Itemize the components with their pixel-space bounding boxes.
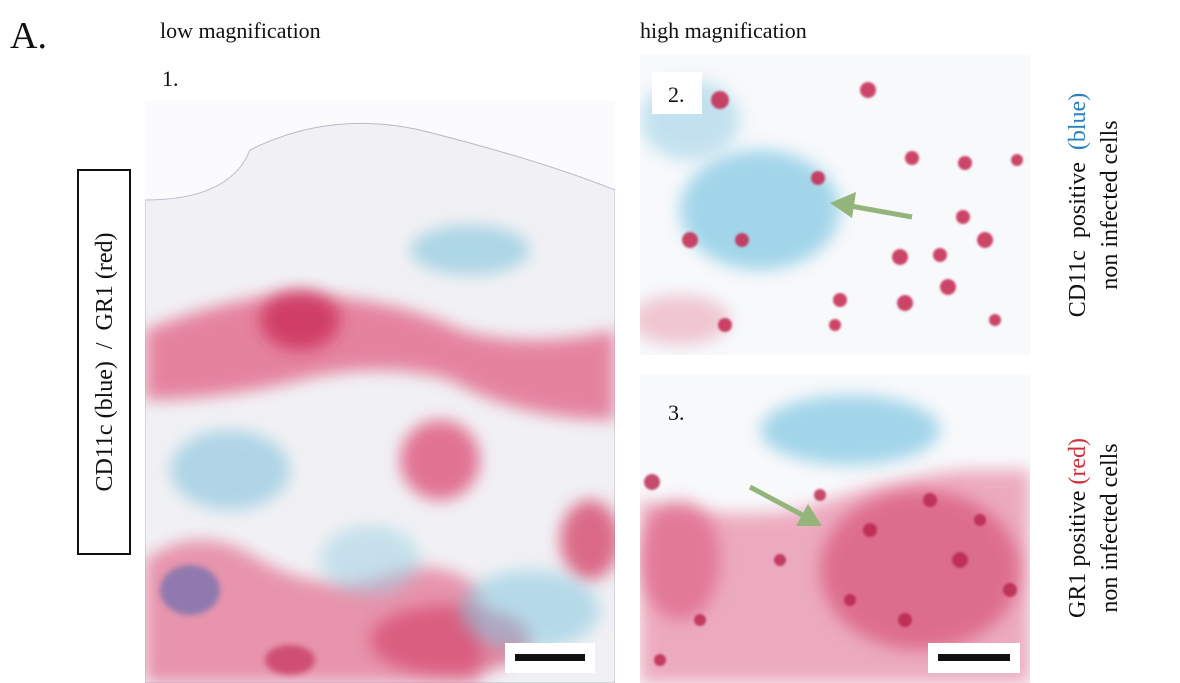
micrograph bbox=[630, 55, 1030, 355]
image-label: 1. bbox=[162, 66, 179, 91]
column-title: low magnification bbox=[160, 18, 321, 43]
image-label: 2. bbox=[668, 82, 685, 107]
annotation: non infected cells bbox=[1097, 120, 1123, 289]
column-title: high magnification bbox=[640, 18, 807, 43]
panel-label: A. bbox=[10, 15, 47, 57]
annotation-highlight: (blue) bbox=[1065, 93, 1091, 150]
side-label: CD11c (blue) / GR1 (red) bbox=[92, 232, 118, 491]
annotation: GR1 positive (red) bbox=[1065, 438, 1091, 618]
annotation-text: CD11c positive bbox=[1065, 150, 1091, 317]
annotation: CD11c positive (blue) bbox=[1065, 93, 1091, 317]
micrograph bbox=[640, 375, 1030, 683]
figure: A. low magnification high magnification … bbox=[0, 0, 1180, 683]
annotation-text: GR1 positive bbox=[1065, 485, 1091, 618]
page: A. low magnification high magnification … bbox=[0, 0, 1180, 683]
annotation-highlight: (red) bbox=[1065, 438, 1091, 485]
micrograph bbox=[145, 100, 620, 683]
image-label: 3. bbox=[668, 400, 685, 425]
annotation: non infected cells bbox=[1097, 443, 1123, 612]
